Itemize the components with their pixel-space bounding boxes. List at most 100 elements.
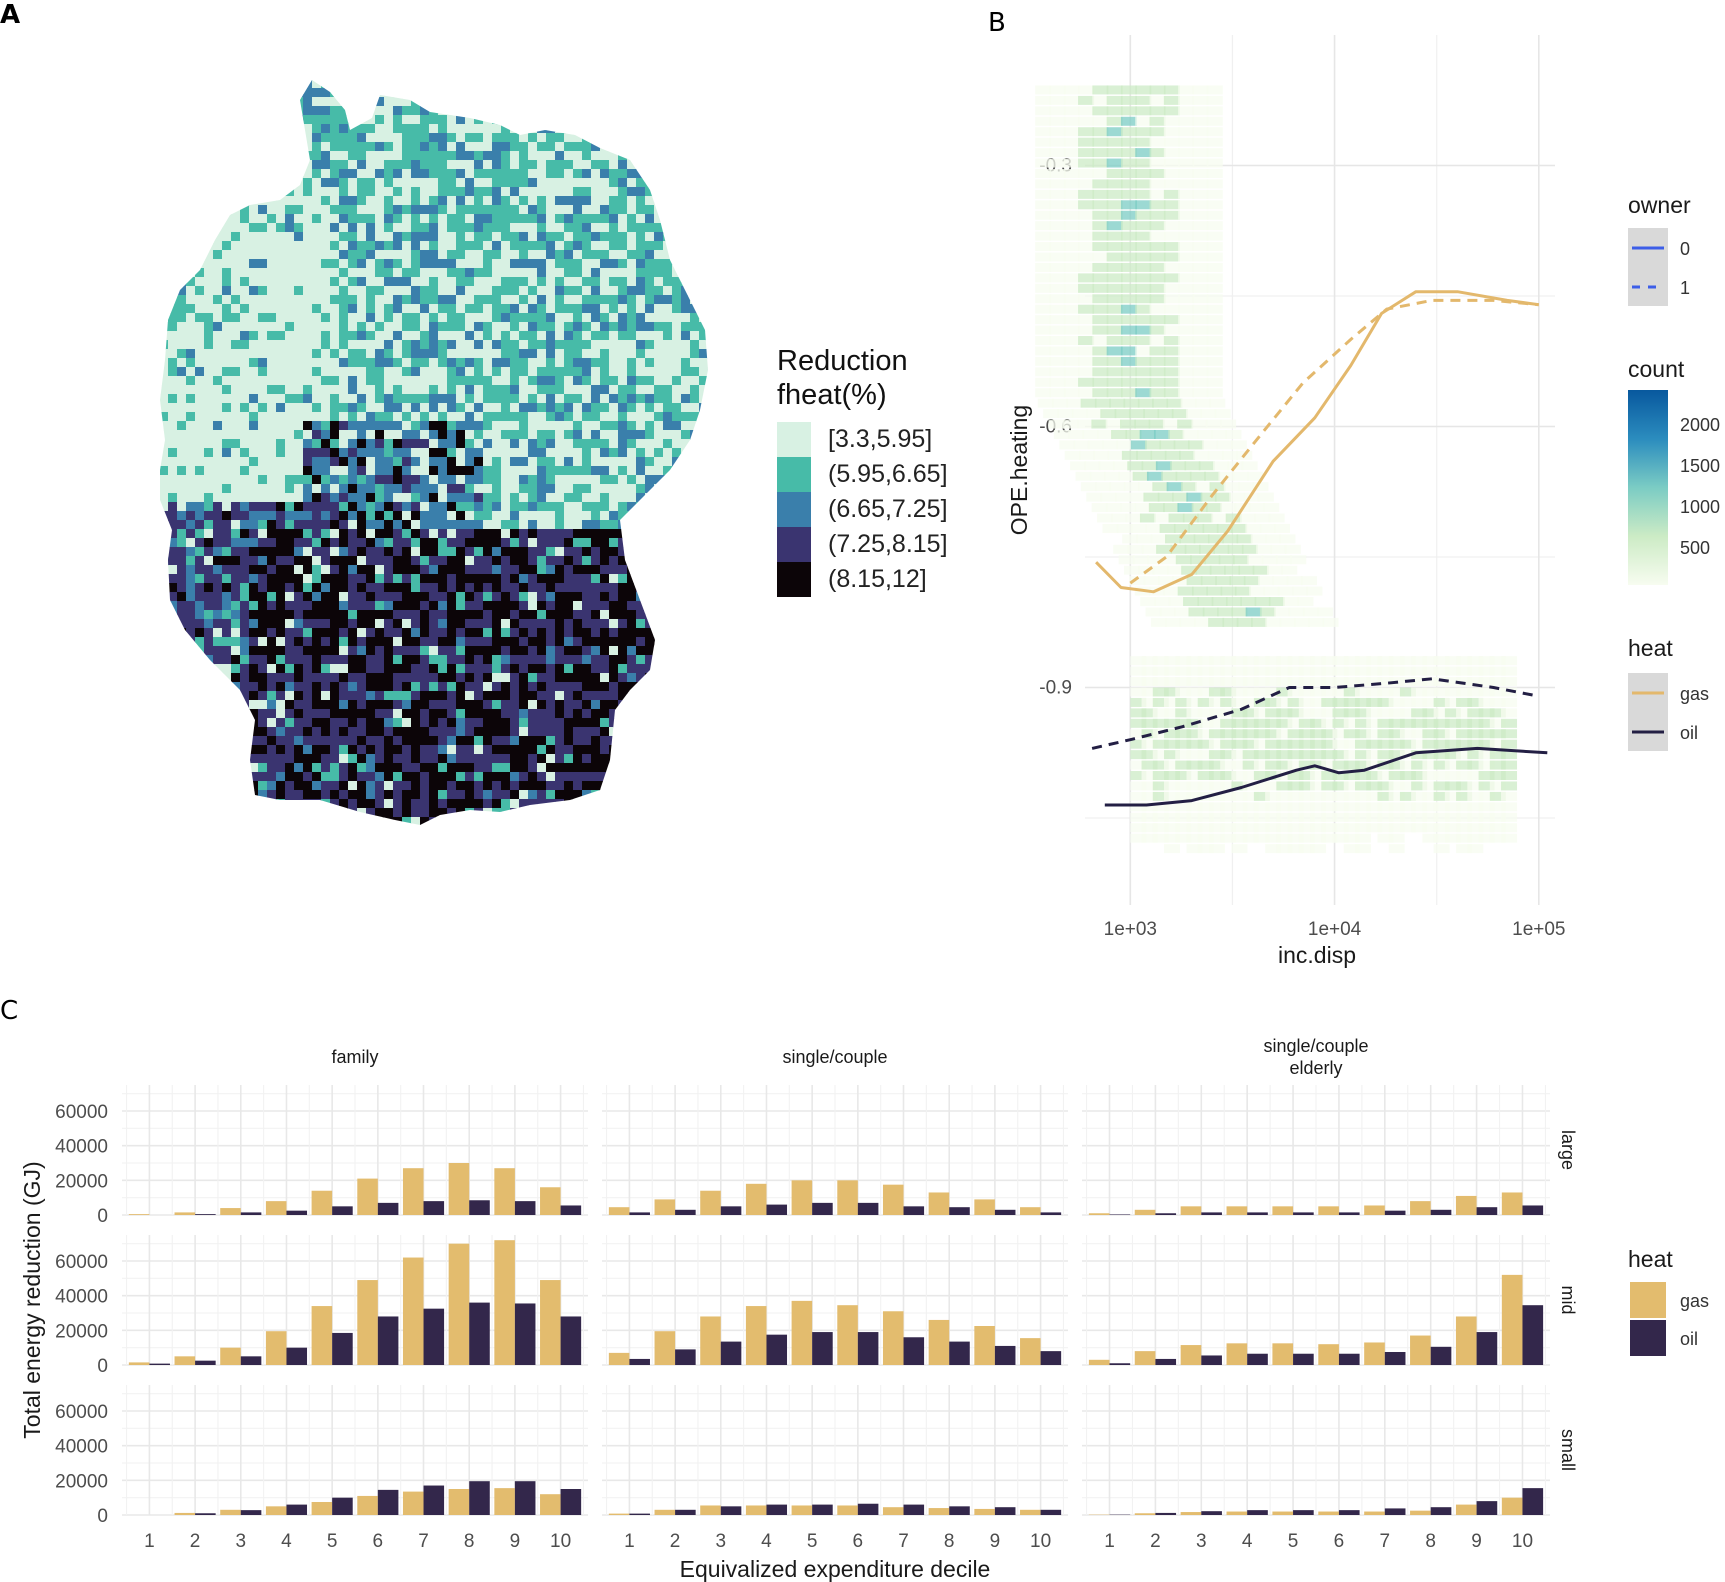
density-tile xyxy=(1105,503,1122,513)
bar-gas xyxy=(494,1168,515,1215)
bar-gas xyxy=(1180,1512,1202,1515)
density-tile xyxy=(1332,656,1349,666)
density-tile xyxy=(1123,398,1140,408)
bar-oil xyxy=(1476,1332,1498,1365)
y-axis-label: Total energy reduction (GJ) xyxy=(19,1161,45,1438)
density-tile xyxy=(1467,729,1484,739)
density-tile xyxy=(1106,231,1123,241)
density-tile xyxy=(1300,576,1317,586)
density-tile xyxy=(1049,158,1066,168)
density-tile xyxy=(1343,708,1360,718)
density-tile xyxy=(1141,739,1158,749)
density-tile xyxy=(1354,677,1371,687)
density-tile xyxy=(1366,677,1383,687)
density-tile xyxy=(1127,544,1144,554)
density-tile xyxy=(1130,833,1147,843)
bar-oil xyxy=(423,1485,445,1515)
bar-gas xyxy=(700,1190,721,1215)
density-tile xyxy=(1063,137,1080,147)
column-facet-label: family xyxy=(331,1047,378,1067)
density-tile xyxy=(1220,586,1237,596)
bar-legend-swatch-oil xyxy=(1630,1320,1666,1356)
density-tile xyxy=(1178,367,1195,377)
density-tile xyxy=(1287,718,1304,728)
density-tile xyxy=(1501,697,1518,707)
density-tile xyxy=(1163,158,1180,168)
density-tile xyxy=(1489,823,1506,833)
density-tile xyxy=(1049,252,1066,262)
density-tile xyxy=(1206,127,1223,137)
density-tile xyxy=(1231,833,1248,843)
density-tile xyxy=(1141,771,1158,781)
density-tile xyxy=(1501,708,1518,718)
density-tile xyxy=(1092,106,1109,116)
smooth-line-oil-owner0 xyxy=(1104,746,1548,807)
density-tile xyxy=(1467,750,1484,760)
map-legend-title-line1: Reduction xyxy=(777,345,908,377)
bar-oil xyxy=(1040,1212,1062,1215)
density-tile xyxy=(1322,617,1339,627)
density-tile xyxy=(1178,127,1195,137)
density-tile xyxy=(1478,729,1495,739)
density-tile xyxy=(1166,398,1183,408)
bar-gas xyxy=(402,1491,424,1515)
density-tile xyxy=(1290,555,1307,565)
density-tile xyxy=(1287,781,1304,791)
density-tile xyxy=(1197,677,1214,687)
density-tile xyxy=(1164,823,1181,833)
density-tile xyxy=(1175,833,1192,843)
density-tile xyxy=(1164,771,1181,781)
density-tile xyxy=(1152,781,1169,791)
density-tile xyxy=(1135,315,1152,325)
density-tile xyxy=(1063,304,1080,314)
bar-gas xyxy=(1455,1195,1477,1215)
density-tile xyxy=(1377,677,1394,687)
density-tile xyxy=(1265,718,1282,728)
density-tile xyxy=(1242,666,1259,676)
bar-oil xyxy=(286,1504,308,1515)
density-tile xyxy=(1343,739,1360,749)
facet-small-1 xyxy=(122,1385,588,1516)
density-tile xyxy=(1366,718,1383,728)
density-tile xyxy=(1276,833,1293,843)
bar-oil xyxy=(514,1481,536,1515)
y-tick-label: -0.9 xyxy=(1039,678,1072,699)
density-tile xyxy=(1035,95,1052,105)
density-tile xyxy=(1248,503,1265,513)
density-tile xyxy=(1220,812,1237,822)
density-tile xyxy=(1175,718,1192,728)
density-tile xyxy=(1106,179,1123,189)
bar-gas xyxy=(1272,1511,1294,1515)
density-tile xyxy=(1164,781,1181,791)
density-tile xyxy=(1297,597,1314,607)
bar-gas xyxy=(1134,1513,1156,1515)
density-tile xyxy=(1049,242,1066,252)
density-tile xyxy=(1049,283,1066,293)
density-tile xyxy=(1175,791,1192,801)
density-tile xyxy=(1192,95,1209,105)
density-tile xyxy=(1135,304,1152,314)
density-tile xyxy=(1265,844,1282,854)
density-tile xyxy=(1120,221,1137,231)
x-axis-label: inc.disp xyxy=(1278,942,1356,968)
density-tile xyxy=(1178,273,1195,283)
density-tile xyxy=(1186,750,1203,760)
density-tile xyxy=(1252,565,1269,575)
density-tile xyxy=(1276,760,1293,770)
bar-oil xyxy=(514,1303,536,1365)
x-tick-label: 5 xyxy=(327,1531,338,1552)
density-tile xyxy=(1063,200,1080,210)
density-tile xyxy=(1165,534,1182,544)
density-tile xyxy=(1164,833,1181,843)
density-tile xyxy=(1277,586,1294,596)
density-tile xyxy=(1188,523,1205,533)
density-tile xyxy=(1053,429,1070,439)
bar-oil xyxy=(766,1504,788,1515)
density-tile xyxy=(1130,697,1147,707)
map-legend-label: (5.95,6.65] xyxy=(828,460,948,488)
density-tile xyxy=(1149,189,1166,199)
density-tile xyxy=(1106,210,1123,220)
density-tile xyxy=(1411,677,1428,687)
density-tile xyxy=(1092,189,1109,199)
density-tile xyxy=(1157,409,1174,419)
